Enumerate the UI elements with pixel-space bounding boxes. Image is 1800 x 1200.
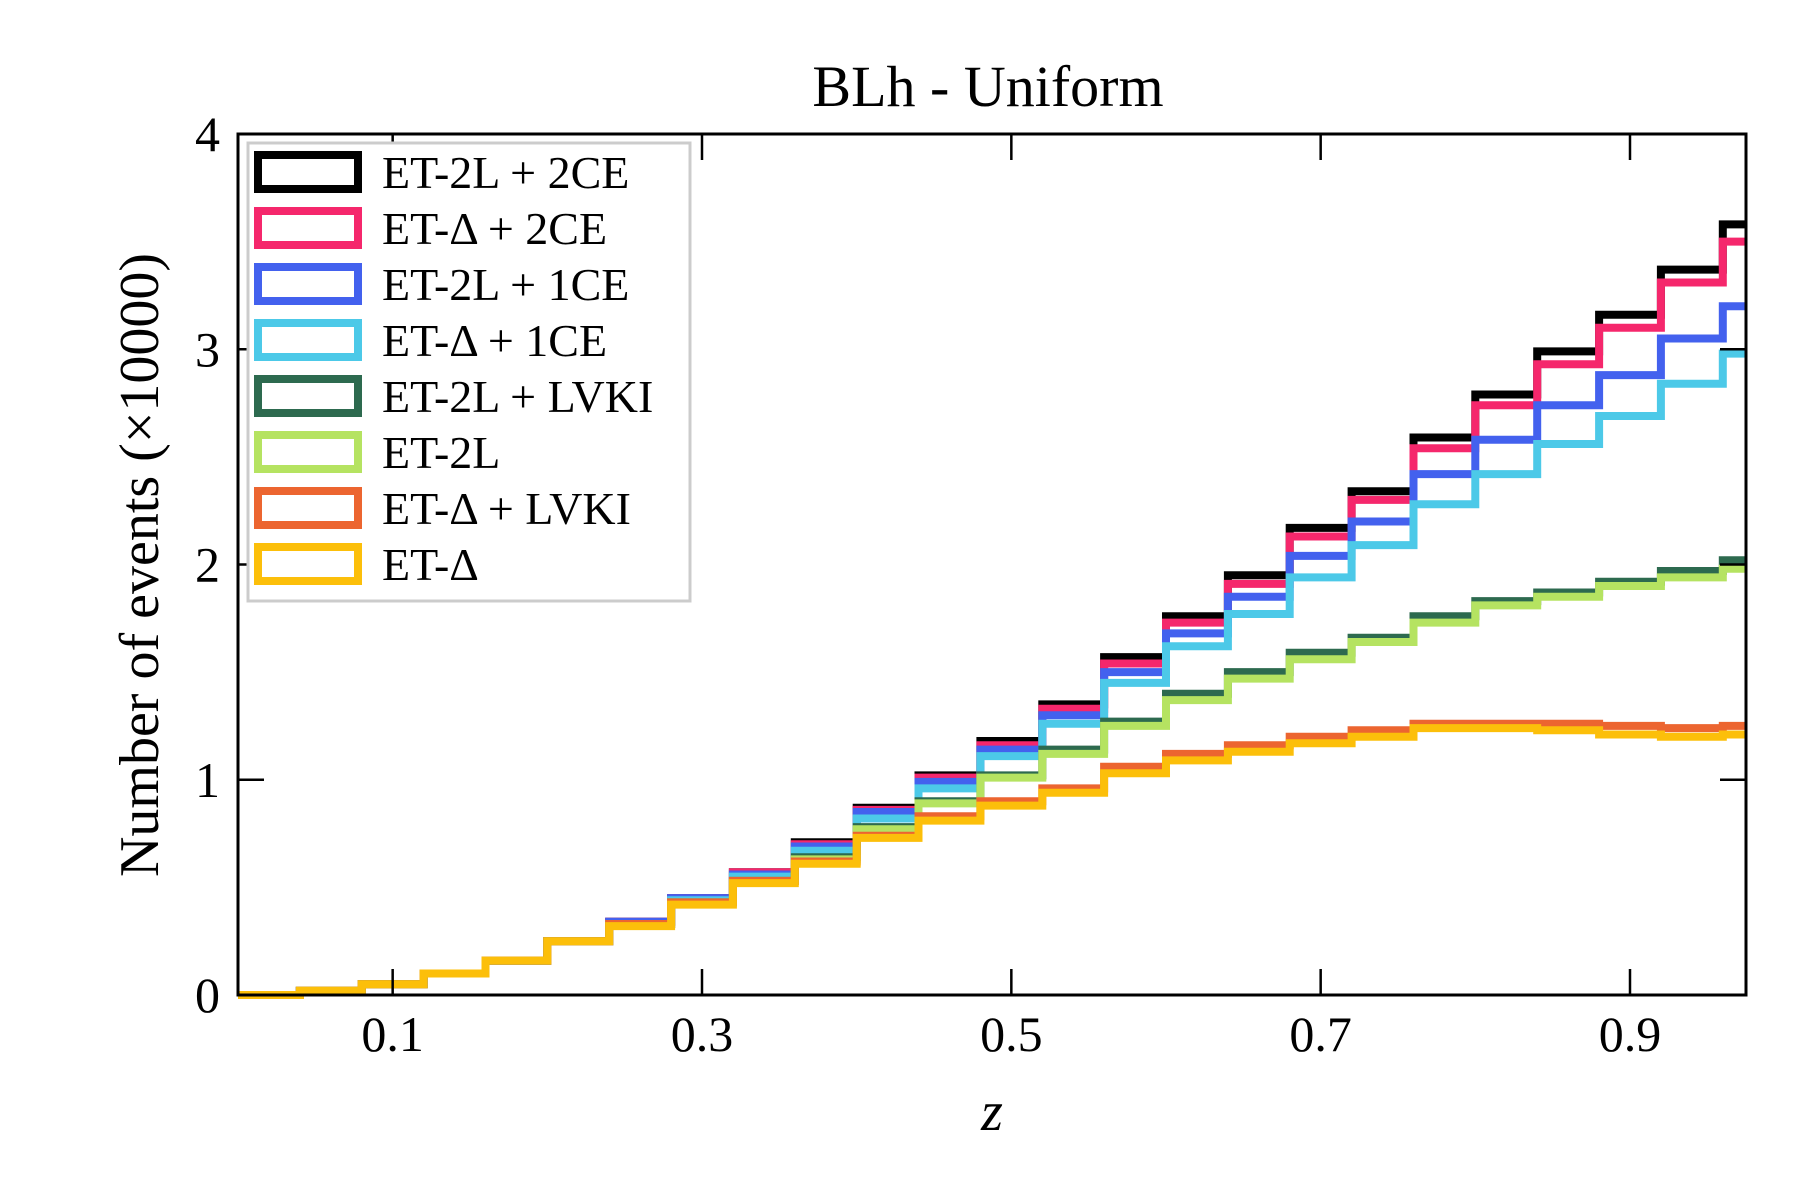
- legend-label: ET-Δ + 1CE: [382, 315, 607, 366]
- legend-entry: ET-Δ + 1CE: [254, 315, 607, 366]
- legend-label: ET-2L + 2CE: [382, 147, 629, 198]
- legend-label: ET-2L: [382, 427, 500, 478]
- legend-swatch: [254, 431, 362, 473]
- legend-entry: ET-2L + 1CE: [254, 259, 629, 310]
- y-tick-label: 2: [195, 537, 220, 593]
- chart-title: BLh - Uniform: [812, 54, 1163, 119]
- legend-entry: ET-Δ + 2CE: [254, 203, 607, 254]
- legend-swatch: [254, 543, 362, 585]
- legend-swatch: [254, 487, 362, 529]
- legend-swatch: [254, 375, 362, 417]
- legend-entry: ET-2L + LVKI: [254, 371, 653, 422]
- legend-entry: ET-2L + 2CE: [254, 147, 629, 198]
- ticks-layer: 0.1 0.3 0.5 0.7 0.9 0 1 2 3 4: [195, 106, 1746, 1062]
- x-tick-label: 0.7: [1289, 1006, 1352, 1062]
- y-tick-label: 0: [195, 967, 220, 1023]
- x-tick-label: 0.9: [1599, 1006, 1662, 1062]
- legend-label: ET-2L + LVKI: [382, 371, 653, 422]
- legend-label: ET-Δ + 2CE: [382, 203, 607, 254]
- series-layer: [238, 220, 1746, 999]
- legend-label: ET-Δ + LVKI: [382, 483, 631, 534]
- legend-entry: ET-Δ: [254, 539, 479, 590]
- x-tick-label: 0.5: [980, 1006, 1043, 1062]
- series-line-8: [238, 724, 1746, 999]
- y-axis-label: Number of events (×10000): [109, 253, 171, 877]
- y-tick-label: 3: [195, 321, 220, 377]
- legend-swatch: [254, 151, 362, 193]
- y-tick-label: 1: [195, 752, 220, 808]
- legend-label: ET-Δ: [382, 539, 479, 590]
- legend-swatch: [254, 207, 362, 249]
- legend-label: ET-2L + 1CE: [382, 259, 629, 310]
- legend-swatch: [254, 319, 362, 361]
- y-tick-label: 4: [195, 106, 220, 162]
- legend-swatch: [254, 263, 362, 305]
- x-tick-label: 0.3: [671, 1006, 734, 1062]
- x-tick-label: 0.1: [361, 1006, 424, 1062]
- legend-entry: ET-Δ + LVKI: [254, 483, 631, 534]
- legend-entry: ET-2L: [254, 427, 500, 478]
- x-axis-label: z: [980, 1081, 1003, 1143]
